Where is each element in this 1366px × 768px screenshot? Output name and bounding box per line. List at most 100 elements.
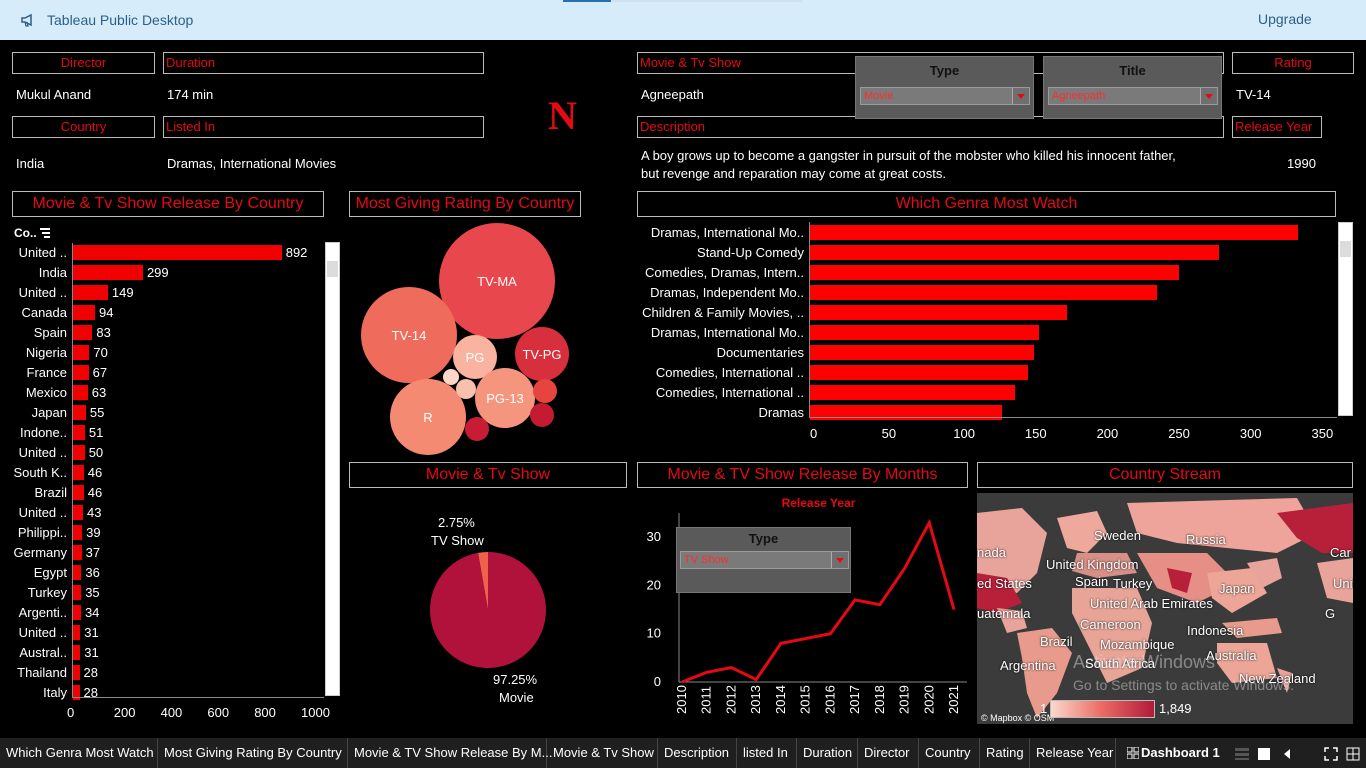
country-bar[interactable]: [73, 525, 83, 540]
country-bar[interactable]: [73, 605, 81, 620]
chevron-down-icon[interactable]: [831, 552, 848, 568]
activate-watermark-sub: Go to Settings to activate Windows.: [1073, 677, 1294, 693]
country-bar[interactable]: [73, 385, 88, 400]
genre-bar[interactable]: [810, 285, 1158, 300]
country-bar[interactable]: [73, 285, 108, 300]
rating-bubble[interactable]: [443, 369, 459, 385]
sheet-tab[interactable]: listed In: [737, 738, 797, 768]
genre-scroll-thumb[interactable]: [1340, 241, 1351, 257]
country-x-tick: 1000: [301, 705, 330, 720]
genre-label: Dramas: [758, 405, 804, 420]
rating-bubble[interactable]: TV-MA: [439, 223, 555, 339]
genre-bar[interactable]: [810, 345, 1034, 360]
country-value-label: 43: [87, 505, 102, 520]
country-bar[interactable]: [73, 445, 85, 460]
rating-bubble[interactable]: R: [390, 379, 466, 455]
country-bar[interactable]: [73, 425, 85, 440]
filmstrip-icon[interactable]: [1258, 748, 1270, 760]
genre-axis-line: [809, 222, 810, 418]
country-scrollbar[interactable]: [325, 242, 340, 696]
country-bar[interactable]: [73, 405, 86, 420]
map-country-label: Indonesia: [1187, 623, 1244, 638]
genre-bar[interactable]: [810, 225, 1298, 240]
rating-bubble[interactable]: TV-PG: [515, 327, 569, 381]
country-bar[interactable]: [73, 665, 80, 680]
genre-x-tick: 350: [1311, 426, 1334, 441]
country-label: United ..: [18, 445, 67, 460]
genre-bar[interactable]: [810, 325, 1040, 340]
line-chart-subtitle: Release Year: [781, 496, 856, 510]
map-legend: [1050, 700, 1155, 718]
type-filter-select[interactable]: Movie: [860, 87, 1030, 105]
country-bar[interactable]: [73, 485, 84, 500]
prev-sheet-icon[interactable]: [1282, 748, 1292, 760]
sheet-tab[interactable]: Release Year: [1030, 738, 1116, 768]
genre-bar[interactable]: [810, 245, 1219, 260]
grid-view-icon[interactable]: [1346, 747, 1360, 761]
country-bar[interactable]: [73, 505, 84, 520]
pie-slice-movie[interactable]: [430, 552, 546, 668]
country-x-tick: 200: [113, 705, 136, 720]
release-line[interactable]: [681, 518, 956, 684]
country-bar[interactable]: [73, 465, 84, 480]
sheet-tab[interactable]: Description: [658, 738, 737, 768]
country-stream-map[interactable]: Sweden Russia nada United Kingdom Spain Turke…: [977, 493, 1353, 724]
rating-bubble[interactable]: [533, 379, 557, 403]
rating-chart-title: Most Giving Rating By Country: [349, 191, 581, 217]
sheet-tab[interactable]: Movie & Tv Show: [547, 738, 658, 768]
sheet-tab[interactable]: Movie & TV Show Release By M...: [348, 738, 552, 768]
genre-bar[interactable]: [810, 305, 1067, 320]
sheet-tab[interactable]: Duration: [797, 738, 858, 768]
type-filter-value: Movie: [864, 90, 894, 102]
country-bar[interactable]: [73, 685, 80, 700]
rating-bubble[interactable]: [530, 403, 554, 427]
chevron-down-icon[interactable]: [1200, 88, 1217, 104]
rating-bubble[interactable]: [465, 417, 489, 441]
genre-bar[interactable]: [810, 265, 1179, 280]
sheet-tab[interactable]: Country: [919, 738, 980, 768]
title-filter-select[interactable]: Agneepath: [1048, 87, 1218, 105]
country-bar[interactable]: [73, 345, 90, 360]
country-bar[interactable]: [73, 245, 282, 260]
country-bar[interactable]: [73, 365, 89, 380]
type-filter-2-value: TV Show: [684, 554, 729, 566]
sheet-tab-bar: Which Genra Most Watch Most Giving Rating…: [0, 738, 1366, 768]
upgrade-link[interactable]: Upgrade: [1258, 11, 1312, 27]
country-bar[interactable]: [73, 585, 82, 600]
country-bar[interactable]: [73, 265, 143, 280]
chevron-down-icon[interactable]: [1012, 88, 1029, 104]
country-bar[interactable]: [73, 545, 82, 560]
country-value-label: 31: [84, 625, 99, 640]
genre-bar[interactable]: [810, 385, 1016, 400]
genre-x-axis: [809, 417, 1337, 418]
country-bar[interactable]: [73, 625, 81, 640]
country-scroll-thumb[interactable]: [327, 261, 338, 277]
country-bar[interactable]: [73, 645, 81, 660]
country-bar[interactable]: [73, 325, 93, 340]
genre-bar[interactable]: [810, 365, 1028, 380]
rating-bubble[interactable]: [456, 379, 476, 399]
tab-dashboard-1[interactable]: Dashboard 1: [1141, 745, 1220, 760]
sheet-tab[interactable]: Director: [858, 738, 919, 768]
sort-icon[interactable]: [40, 227, 51, 238]
rating-bubble[interactable]: PG-13: [475, 368, 535, 428]
map-country-label: Car: [1330, 545, 1351, 560]
country-bar[interactable]: [73, 305, 95, 320]
sheet-sorter-icon[interactable]: [1235, 748, 1249, 760]
sheet-tab[interactable]: Most Giving Rating By Country: [158, 738, 348, 768]
line-x-tick: 2018: [872, 685, 887, 714]
map-country-label: Australia: [1206, 648, 1257, 663]
genre-bar[interactable]: [810, 405, 1003, 420]
sheet-tab[interactable]: Rating: [980, 738, 1030, 768]
country-bar[interactable]: [73, 565, 82, 580]
type-filter-2-select[interactable]: TV Show: [680, 551, 849, 569]
genre-scrollbar[interactable]: [1338, 222, 1353, 416]
description-header: Description: [637, 116, 1224, 138]
megaphone-icon: [21, 13, 32, 27]
country-label: Germany: [13, 545, 67, 560]
rating-bubble[interactable]: TV-14: [361, 287, 457, 383]
pie-slice-tv-show[interactable]: [478, 552, 488, 610]
country-column-header[interactable]: Co..: [14, 226, 37, 240]
fullscreen-icon[interactable]: [1324, 747, 1338, 761]
sheet-tab[interactable]: Which Genra Most Watch: [0, 738, 158, 768]
